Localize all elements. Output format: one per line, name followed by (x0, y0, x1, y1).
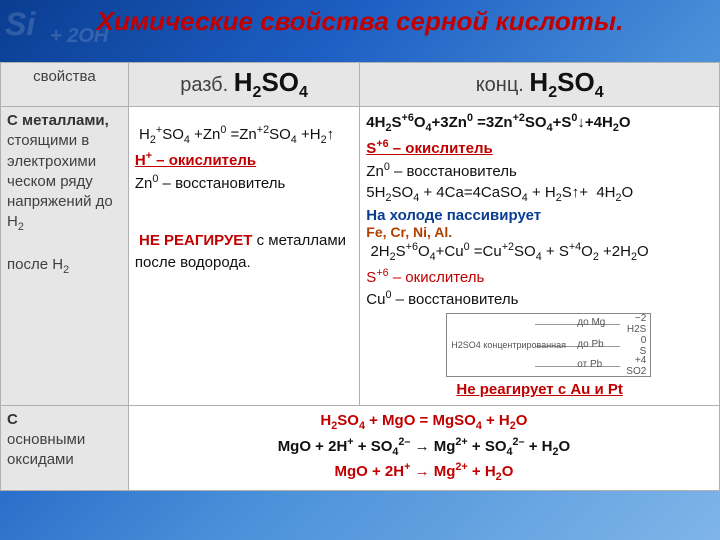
con-eq1: 4H2S+6O4+3Zn0 =3Zn+2SO4+S0↓+4H2O (366, 111, 713, 137)
prop-oxides: С основными оксидами (1, 405, 129, 490)
dil-eq1: H2+SO4 +Zn0 =Zn+2SO4 +H2↑ (135, 123, 353, 149)
con-ox1: S+6 – окислитель (366, 137, 713, 160)
prop-metals-rest: стоящими в электрохими ческом ряду напря… (7, 132, 113, 230)
header-properties: свойства (1, 63, 129, 107)
ox-eq1: H2SO4 + MgO = MgSO4 + H2O (135, 410, 713, 435)
diag-r2t: 0 (641, 335, 647, 346)
diag-l1: до Mg (577, 317, 605, 328)
ox-eq3: MgO + 2H+ → Mg2+ + H2O (135, 460, 713, 486)
cell-conc-metals: 4H2S+6O4+3Zn0 =3Zn+2SO4+S0↓+4H2O S+6 – о… (360, 107, 720, 406)
prop-metals-after: после H2 (7, 256, 69, 273)
dil-reducer: Zn0 – восстановитель (135, 172, 353, 195)
diag-r3t: +4 (635, 355, 646, 366)
diag-r3b: SO2 (626, 366, 646, 377)
row-metals: С металлами, стоящими в электрохими ческ… (1, 107, 720, 406)
con-fe-list: Fe, Cr, Ni, Al. (366, 224, 713, 240)
con-eq2: 5H2SO4 + 4Ca=4CaSO4 + H2S↑+ 4H2O (366, 182, 713, 207)
con-passivate: На холоде пассивирует (366, 207, 713, 224)
dil-noreact: НЕ РЕАГИРУЕТ с металлами после водорода. (135, 230, 353, 274)
dil-noreact-bold: НЕ РЕАГИРУЕТ (139, 232, 252, 249)
prop-ox-h: С (7, 411, 18, 428)
con-noreact: Не реагирует с Au и Pt (366, 379, 713, 401)
diag-l2: до Pb (577, 339, 603, 350)
cell-oxides: H2SO4 + MgO = MgSO4 + H2O MgO + 2H+ + SO… (128, 405, 719, 490)
con-ox2: S+6 – окислитель (366, 266, 713, 289)
hdr-dil-formula: H2SO4 (234, 67, 308, 97)
prop-metals-h: С металлами, (7, 112, 109, 129)
cell-dilute-metals: H2+SO4 +Zn0 =Zn+2SO4 +H2↑ H+ – окислител… (128, 107, 359, 406)
con-red1: Zn0 – восстановитель (366, 160, 713, 183)
header-conc: конц. H2SO4 (360, 63, 720, 107)
con-red2: Cu0 – восстановитель (366, 288, 713, 311)
hdr-con-formula: H2SO4 (529, 67, 603, 97)
hdr-dil-pre: разб. (180, 74, 234, 96)
diag-r1b: H2S (627, 324, 646, 335)
properties-table: свойства разб. H2SO4 конц. H2SO4 С метал… (0, 62, 720, 491)
con-eq3: 2H2S+6O4+Cu0 =Cu+2SO4 + S+4O2 +2H2O (366, 240, 713, 266)
ox-eq2: MgO + 2H+ + SO42– → Mg2+ + SO42– + H2O (135, 435, 713, 461)
dil-oxidizer: H+ – окислитель (135, 149, 353, 172)
hdr-con-pre: конц. (476, 74, 530, 96)
diag-mid: H2SO4 концентрированная (451, 340, 566, 350)
prop-metals: С металлами, стоящими в электрохими ческ… (1, 107, 129, 406)
table-header-row: свойства разб. H2SO4 конц. H2SO4 (1, 63, 720, 107)
diag-r1t: −2 (635, 313, 646, 324)
page-title: Химические свойства серной кислоты. (0, 0, 720, 37)
prop-ox-rest: основными оксидами (7, 431, 85, 468)
reduction-diagram: до Mg −2 H2S до Pb 0 S от Pb +4 SO2 H2SO… (446, 313, 651, 377)
header-dilute: разб. H2SO4 (128, 63, 359, 107)
diag-l3: от Pb (577, 359, 602, 370)
row-oxides: С основными оксидами H2SO4 + MgO = MgSO4… (1, 405, 720, 490)
